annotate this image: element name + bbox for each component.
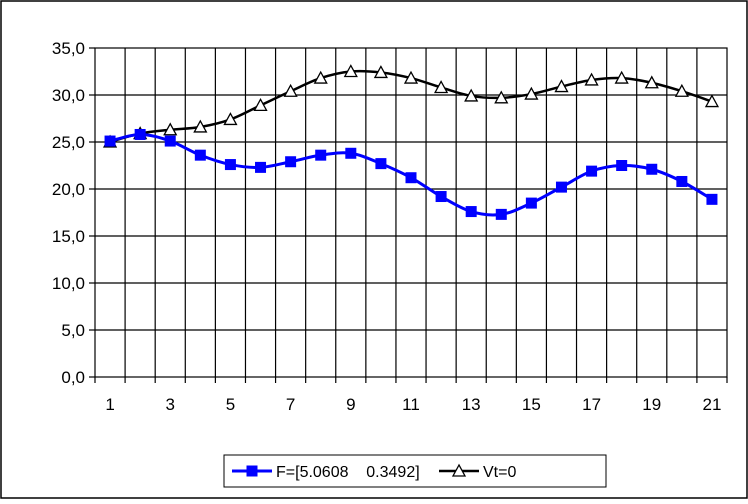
legend-label: Vt=0 — [483, 464, 516, 481]
data-point — [554, 79, 569, 93]
data-point — [253, 97, 268, 111]
gridlines — [95, 48, 727, 377]
x-tick-label: 13 — [462, 395, 481, 414]
legend-marker — [246, 465, 258, 477]
series-square — [104, 128, 718, 220]
x-tick-label: 5 — [226, 395, 235, 414]
legend-label: F=[5.0608 0.3492] — [276, 464, 420, 481]
x-tick-label: 3 — [166, 395, 175, 414]
axes: 0,05,010,015,020,025,030,035,01 3 5 7 9 11 13 1… — [52, 39, 728, 414]
data-point — [163, 122, 178, 136]
data-point — [464, 88, 479, 102]
data-point — [434, 80, 449, 94]
data-point — [313, 70, 328, 84]
data-point — [285, 156, 297, 168]
series-triangle — [102, 64, 720, 148]
data-point — [255, 161, 267, 173]
x-tick-label: 11 — [402, 395, 420, 414]
y-tick-label: 30,0 — [52, 86, 85, 105]
x-tick-label: 1 — [105, 395, 114, 414]
data-point — [674, 83, 689, 97]
legend: F=[5.0608 0.3492] Vt=0 — [223, 454, 607, 488]
y-tick-label: 10,0 — [52, 274, 85, 293]
data-point — [104, 135, 116, 147]
data-point — [193, 119, 208, 133]
y-tick-label: 5,0 — [61, 321, 85, 340]
legend-box — [223, 454, 607, 488]
data-point — [525, 197, 537, 209]
data-point — [494, 90, 509, 104]
data-point — [134, 128, 146, 140]
data-point — [375, 158, 387, 170]
x-tick-label: 21 — [702, 395, 721, 414]
data-point — [405, 172, 417, 184]
data-point — [644, 75, 659, 89]
data-point — [704, 94, 720, 108]
y-tick-label: 0,0 — [61, 368, 85, 387]
legend-marker — [451, 463, 467, 477]
data-point — [614, 70, 629, 84]
y-tick-label: 20,0 — [52, 180, 85, 199]
data-point — [586, 165, 598, 177]
data-point — [524, 86, 539, 100]
x-tick-label: 15 — [522, 395, 541, 414]
data-point — [283, 83, 298, 97]
data-point — [373, 65, 388, 79]
data-point — [495, 208, 507, 220]
y-tick-label: 15,0 — [52, 227, 85, 246]
data-point — [646, 163, 658, 175]
data-point — [555, 181, 567, 193]
x-tick-label: 7 — [286, 395, 295, 414]
x-tick-label: 9 — [346, 395, 355, 414]
data-point — [616, 160, 628, 171]
data-point — [403, 70, 419, 84]
data-point — [435, 191, 447, 203]
data-point — [194, 149, 206, 161]
data-point — [584, 72, 599, 86]
y-tick-label: 25,0 — [52, 133, 85, 152]
series-group — [102, 64, 720, 220]
plot-area — [94, 47, 728, 378]
x-tick-label: 17 — [582, 395, 601, 414]
data-point — [343, 64, 358, 78]
data-point — [345, 147, 357, 159]
y-tick-label: 35,0 — [52, 39, 85, 58]
data-point — [706, 193, 718, 205]
data-point — [223, 112, 238, 126]
data-point — [676, 175, 688, 187]
data-point — [465, 206, 477, 218]
data-point — [315, 149, 327, 161]
x-tick-label: 19 — [642, 395, 661, 414]
data-point — [224, 159, 236, 171]
data-point — [164, 135, 176, 147]
